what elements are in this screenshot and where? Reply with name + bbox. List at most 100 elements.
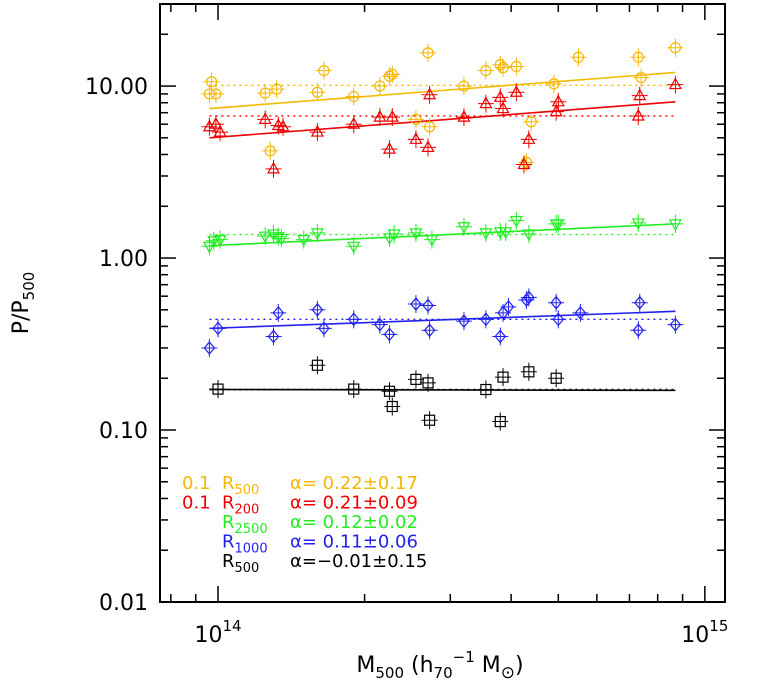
blue-data-point [667,315,684,334]
orange-fit-line [209,71,676,110]
y-tick-label: 1.00 [99,247,148,272]
orange-data-point [407,110,424,129]
orange-data-point [345,87,362,106]
orange-legend-alpha: α= 0.22±0.17 [290,473,418,494]
red-fit-line [209,100,676,139]
green-data-point [667,214,684,233]
blue-data-point [345,310,362,329]
orange-legend-radius: R500 [222,473,259,498]
orange-data-point [633,68,650,87]
y-tick-label: 0.01 [99,591,148,616]
red-data-point [492,88,509,107]
tick-labels: 0.01 0.10 1.00 10.00 1014 1015 [85,75,728,648]
green-legend-alpha: α= 0.12±0.02 [290,512,418,533]
green-data-point [520,224,537,243]
blue-data-point [520,288,537,307]
orange-legend-prefix: 0.1 [182,473,211,494]
x-axis-title: M500 (h70−1 M⊙) [356,648,523,683]
green-data-point [273,229,290,248]
blue-data-point [371,315,388,334]
orange-data-point [630,48,647,67]
green-fit-line [209,223,676,247]
plot-frame [159,3,726,603]
black-data-point [548,369,565,388]
black-data-point [421,411,438,430]
green-data-point [205,231,222,250]
orange-data-point [420,43,437,62]
axis-ticks [160,3,725,603]
orange-data-point [384,65,401,84]
orange-data-point [492,55,509,74]
red-data-point [631,86,648,105]
red-data-point [455,108,472,127]
y-axis-title: P/P500 [9,272,38,335]
x-tick-label: 1015 [681,617,728,648]
blue-data-point [572,303,589,322]
red-data-point [309,123,326,142]
black-data-point [477,380,494,399]
blue-data-point [201,338,218,357]
red-data-point [212,123,229,142]
green-data-point [497,222,514,241]
red-data-point [508,83,525,102]
blue-data-point [500,297,517,316]
blue-data-point [265,327,282,346]
red-legend-alpha: α= 0.21±0.09 [290,493,418,514]
green-data-point [407,223,424,242]
green-data-point [257,227,274,246]
red-data-point [515,155,532,174]
green-data-point [386,224,403,243]
black-legend-radius: R500 [222,551,259,576]
black-legend-alpha: α=−0.01±0.15 [290,551,427,572]
fit-lines [209,71,676,392]
orange-data-point [508,57,525,76]
orange-data-point [570,48,587,67]
green-data-point [423,230,440,249]
red-data-point [667,75,684,94]
red-data-point [345,115,362,134]
red-data-point [257,110,274,129]
blue-data-point [631,293,648,312]
orange-data-point [455,77,472,96]
orange-data-point [207,84,224,103]
black-fit-line [209,388,676,392]
y-tick-label: 10.00 [85,75,148,100]
red-data-point [477,94,494,113]
red-data-point [381,140,398,159]
green-data-point [550,214,567,233]
blue-data-point [630,321,647,340]
red-legend-prefix: 0.1 [182,493,211,514]
black-data-point [420,373,437,392]
red-data-point [421,85,438,104]
green-data-point [508,211,525,230]
blue-data-point [548,293,565,312]
blue-data-point [420,296,437,315]
orange-data-point [495,58,512,77]
red-legend-radius: R200 [222,493,259,518]
black-data-point [345,380,362,399]
orange-data-point [262,141,279,160]
black-data-point [495,368,512,387]
green-legend-radius: R2500 [222,512,268,537]
orange-data-point [203,72,220,91]
orange-data-point [523,112,540,131]
blue-legend-radius: R1000 [222,532,268,557]
red-data-point [550,92,567,111]
blue-data-point [550,310,567,329]
orange-data-point [546,74,563,93]
black-data-point [384,397,401,416]
black-data-point [210,380,227,399]
blue-data-point [270,303,287,322]
orange-data-point [477,61,494,80]
black-data-point [407,370,424,389]
blue-data-point [407,295,424,314]
green-data-point [309,223,326,242]
orange-data-point [667,38,684,57]
black-data-point [492,412,509,431]
blue-data-point [477,310,494,329]
data-points [201,38,684,431]
blue-data-point [210,319,227,338]
red-data-point [265,159,282,178]
